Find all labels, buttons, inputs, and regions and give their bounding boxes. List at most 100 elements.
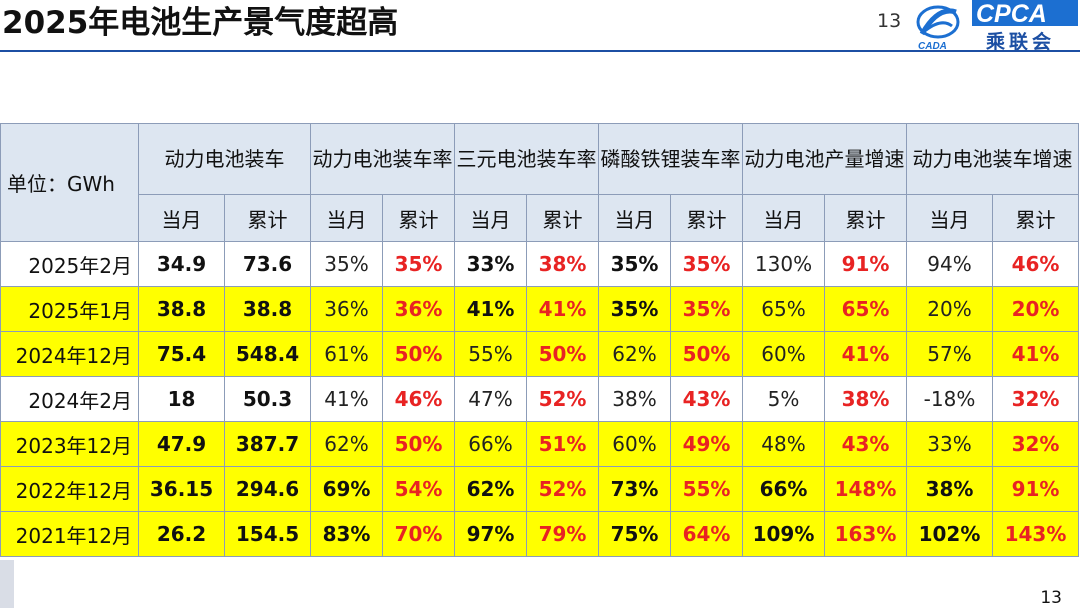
row-label: 2025年1月 bbox=[0, 286, 139, 332]
table-cell: 548.4 bbox=[224, 331, 311, 377]
table-cell: 38% bbox=[906, 466, 993, 512]
table-cell: 38% bbox=[526, 241, 599, 287]
group-header: 动力电池产量增速 bbox=[742, 123, 907, 195]
table-cell: 65% bbox=[742, 286, 825, 332]
sub-header: 当月 bbox=[454, 194, 527, 242]
table-cell: -18% bbox=[906, 376, 993, 422]
table-cell: 55% bbox=[670, 466, 743, 512]
svg-text:乘联会: 乘联会 bbox=[985, 30, 1055, 52]
row-label: 2025年2月 bbox=[0, 241, 139, 287]
table-cell: 50.3 bbox=[224, 376, 311, 422]
sub-header: 当月 bbox=[138, 194, 225, 242]
table-cell: 32% bbox=[992, 421, 1079, 467]
table-cell: 35% bbox=[670, 241, 743, 287]
table-cell: 62% bbox=[310, 421, 383, 467]
table-cell: 79% bbox=[526, 511, 599, 557]
table-row: 2023年12月 47.9 387.7 62% 50% 66% 51% 60% 49% 48% 43… bbox=[0, 421, 1079, 467]
table-cell: 18 bbox=[138, 376, 225, 422]
table-cell: 34.9 bbox=[138, 241, 225, 287]
table-cell: 33% bbox=[454, 241, 527, 287]
table-cell: 148% bbox=[824, 466, 907, 512]
table-cell: 35% bbox=[382, 241, 455, 287]
table-cell: 387.7 bbox=[224, 421, 311, 467]
table-cell: 32% bbox=[992, 376, 1079, 422]
sub-header: 当月 bbox=[742, 194, 825, 242]
table-cell: 48% bbox=[742, 421, 825, 467]
table-cell: 46% bbox=[382, 376, 455, 422]
table-cell: 41% bbox=[526, 286, 599, 332]
table-cell: 57% bbox=[906, 331, 993, 377]
table-cell: 50% bbox=[382, 331, 455, 377]
page-number-bottom: 13 bbox=[1040, 588, 1062, 608]
table-cell: 20% bbox=[992, 286, 1079, 332]
table-cell: 43% bbox=[670, 376, 743, 422]
sub-header: 累计 bbox=[382, 194, 455, 242]
table-cell: 35% bbox=[598, 286, 671, 332]
sub-header: 当月 bbox=[598, 194, 671, 242]
table-cell: 51% bbox=[526, 421, 599, 467]
sub-header: 累计 bbox=[526, 194, 599, 242]
table-cell: 60% bbox=[742, 331, 825, 377]
group-header: 磷酸铁锂装车率 bbox=[598, 123, 743, 195]
table-cell: 54% bbox=[382, 466, 455, 512]
table-cell: 20% bbox=[906, 286, 993, 332]
table-cell: 38% bbox=[598, 376, 671, 422]
table-cell: 75% bbox=[598, 511, 671, 557]
table-cell: 35% bbox=[598, 241, 671, 287]
table-cell: 47% bbox=[454, 376, 527, 422]
table-cell: 41% bbox=[454, 286, 527, 332]
table-cell: 75.4 bbox=[138, 331, 225, 377]
title-divider bbox=[0, 50, 1080, 52]
table-row: 2024年12月 75.4 548.4 61% 50% 55% 50% 62% 50% 60% 41… bbox=[0, 331, 1079, 377]
row-label: 2024年2月 bbox=[0, 376, 139, 422]
table-cell: 50% bbox=[526, 331, 599, 377]
table-cell: 36% bbox=[310, 286, 383, 332]
table-row: 2025年1月 38.8 38.8 36% 36% 41% 41% 35% 35% 65% 65% 2… bbox=[0, 286, 1079, 332]
table-cell: 61% bbox=[310, 331, 383, 377]
group-header: 动力电池装车率 bbox=[310, 123, 455, 195]
table-row: 2025年2月 34.9 73.6 35% 35% 33% 38% 35% 35% 130% 91%… bbox=[0, 241, 1079, 287]
table-cell: 62% bbox=[598, 331, 671, 377]
table-cell: 65% bbox=[824, 286, 907, 332]
row-label: 2024年12月 bbox=[0, 331, 139, 377]
table-cell: 35% bbox=[310, 241, 383, 287]
row-label: 2023年12月 bbox=[0, 421, 139, 467]
table-cell: 91% bbox=[824, 241, 907, 287]
table-cell: 38.8 bbox=[224, 286, 311, 332]
table-cell: 109% bbox=[742, 511, 825, 557]
svg-text:CPCA: CPCA bbox=[976, 0, 1047, 28]
svg-text:CADA: CADA bbox=[918, 41, 947, 52]
table-cell: 73% bbox=[598, 466, 671, 512]
table-cell: 50% bbox=[382, 421, 455, 467]
slide-edge bbox=[0, 560, 14, 608]
table-cell: 62% bbox=[454, 466, 527, 512]
table-cell: 52% bbox=[526, 376, 599, 422]
table-cell: 66% bbox=[742, 466, 825, 512]
table-cell: 83% bbox=[310, 511, 383, 557]
table-cell: 41% bbox=[824, 331, 907, 377]
table-cell: 41% bbox=[992, 331, 1079, 377]
table-cell: 49% bbox=[670, 421, 743, 467]
table-cell: 70% bbox=[382, 511, 455, 557]
sub-header: 当月 bbox=[906, 194, 993, 242]
table-cell: 102% bbox=[906, 511, 993, 557]
table-cell: 50% bbox=[670, 331, 743, 377]
table-cell: 73.6 bbox=[224, 241, 311, 287]
table-cell: 41% bbox=[310, 376, 383, 422]
table-cell: 33% bbox=[906, 421, 993, 467]
table-cell: 66% bbox=[454, 421, 527, 467]
table-cell: 55% bbox=[454, 331, 527, 377]
cpca-logo: CADA CPCA 乘联会 bbox=[916, 0, 1078, 52]
table-row: 2022年12月 36.15 294.6 69% 54% 62% 52% 73% 55% 66% 1… bbox=[0, 466, 1079, 512]
sub-header: 累计 bbox=[824, 194, 907, 242]
table-cell: 43% bbox=[824, 421, 907, 467]
table-cell: 163% bbox=[824, 511, 907, 557]
table-cell: 35% bbox=[670, 286, 743, 332]
page-title: 2025年电池生产景气度超高 bbox=[2, 5, 399, 41]
group-header: 动力电池装车 bbox=[138, 123, 311, 195]
table-cell: 5% bbox=[742, 376, 825, 422]
table-cell: 94% bbox=[906, 241, 993, 287]
table-cell: 97% bbox=[454, 511, 527, 557]
sub-header: 累计 bbox=[670, 194, 743, 242]
table-row: 2024年2月 18 50.3 41% 46% 47% 52% 38% 43% 5% 38% -18%… bbox=[0, 376, 1079, 422]
